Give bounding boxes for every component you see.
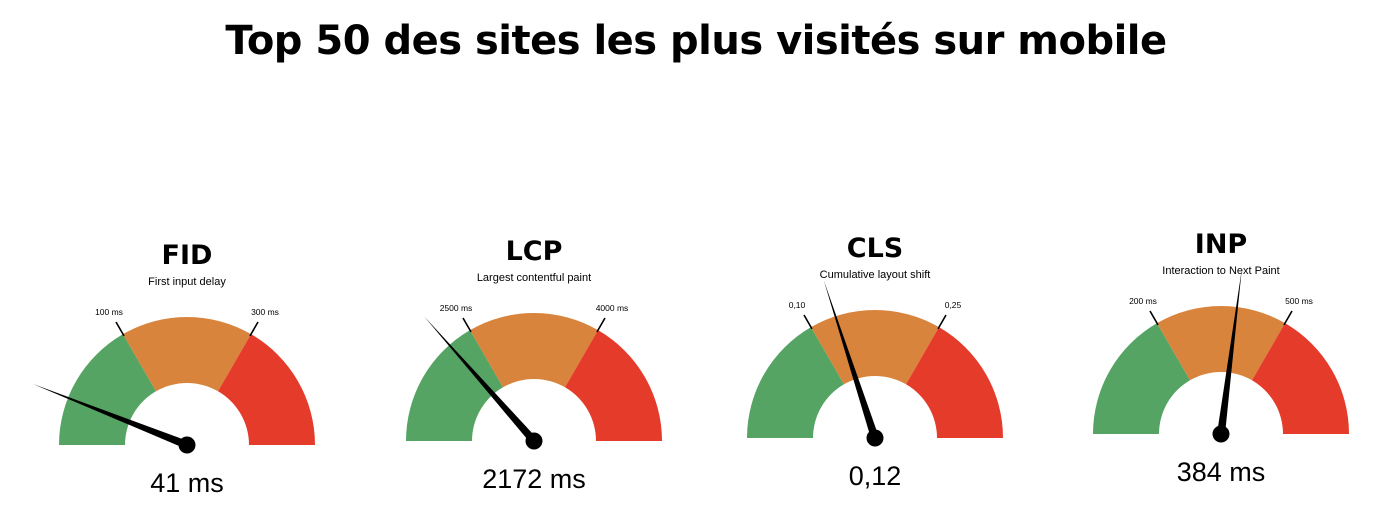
threshold-label: 0,25 (945, 300, 962, 310)
gauge-needle-hub (1212, 425, 1230, 443)
gauge-value: 41 ms (150, 468, 224, 498)
gauge-subtitle: Interaction to Next Paint (1162, 265, 1280, 277)
gauge-segment-good (59, 334, 156, 445)
threshold-tick (596, 317, 606, 333)
threshold-tick (1149, 310, 1159, 326)
threshold-tick (115, 321, 125, 337)
gauge-segment-poor (906, 327, 1003, 438)
gauge-value: 384 ms (1176, 457, 1266, 487)
threshold-tick (803, 314, 813, 330)
gauge-segment-needs-improvement (1157, 306, 1285, 381)
gauge-subtitle: Largest contentful paint (476, 272, 592, 284)
gauge-title: FID (161, 240, 213, 271)
gauge-title: INP (1194, 229, 1248, 260)
gauge-subtitle: First input delay (148, 276, 226, 288)
gauge-needle-hub (866, 429, 884, 447)
threshold-tick (249, 321, 259, 337)
gauge-segment-good (747, 327, 844, 438)
gauge-needle (1217, 269, 1242, 435)
threshold-label: 0,10 (789, 300, 806, 310)
gauge-dial: 200 ms 500 ms (1093, 269, 1349, 443)
gauge-lcp: LCP Largest contentful paint 2500 ms 4000… (384, 236, 684, 516)
gauge-segment-needs-improvement (470, 313, 598, 388)
threshold-label: 4000 ms (596, 303, 629, 313)
page-title: Top 50 des sites les plus visités sur mo… (225, 18, 1167, 64)
gauge-segment-poor (1252, 323, 1349, 434)
threshold-tick (937, 314, 947, 330)
gauge-title: LCP (505, 236, 563, 267)
gauge-segment-good (406, 330, 503, 441)
gauge-needle (424, 316, 538, 444)
gauge-dial: 2500 ms 4000 ms (406, 303, 662, 450)
threshold-label: 2500 ms (440, 303, 473, 313)
threshold-tick (1283, 310, 1293, 326)
gauge-needle-hub (178, 436, 196, 454)
gauge-segment-poor (565, 330, 662, 441)
threshold-label: 500 ms (1285, 296, 1313, 306)
gauge-cls: CLS Cumulative layout shift 0,10 0,25 0,1… (725, 233, 1025, 513)
gauge-needle (823, 280, 879, 440)
gauge-title: CLS (846, 233, 904, 264)
gauge-value: 2172 ms (482, 464, 586, 494)
gauge-segment-needs-improvement (811, 310, 939, 385)
gauge-subtitle: Cumulative layout shift (819, 269, 931, 281)
gauge-fid: FID First input delay 100 ms 300 ms 41 ms (32, 240, 337, 520)
gauge-value: 0,12 (848, 461, 902, 491)
gauge-segment-needs-improvement (123, 317, 251, 392)
threshold-label: 100 ms (95, 307, 123, 317)
threshold-label: 200 ms (1129, 296, 1157, 306)
gauge-segment-poor (218, 334, 315, 445)
gauge-dial: 100 ms 300 ms (32, 307, 315, 454)
threshold-tick (462, 317, 472, 333)
threshold-label: 300 ms (251, 307, 279, 317)
gauge-segment-good (1093, 323, 1190, 434)
gauge-needle-hub (525, 432, 543, 450)
gauge-needle (32, 383, 189, 449)
gauge-dial: 0,10 0,25 (747, 280, 1003, 447)
gauge-inp: INP Interaction to Next Paint 200 ms 500 … (1071, 229, 1371, 509)
